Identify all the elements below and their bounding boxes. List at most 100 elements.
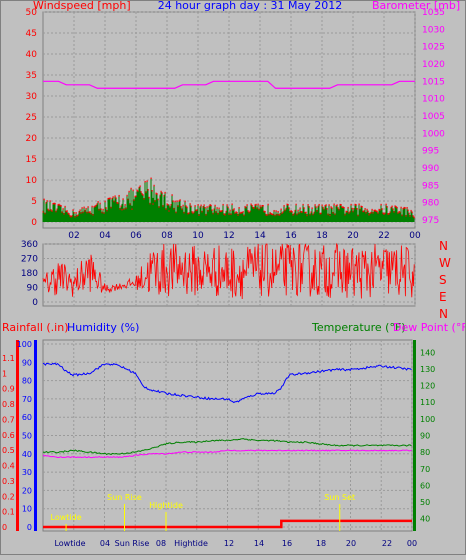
temperature-axis-bar bbox=[413, 340, 416, 531]
wind-gust-point bbox=[373, 209, 375, 212]
wind-gust-point bbox=[116, 201, 118, 204]
wind-gust-point bbox=[290, 210, 292, 212]
wind-gust-point bbox=[236, 212, 238, 214]
lower-time-tick-label: Lowtide bbox=[54, 539, 85, 548]
wind-gust-point bbox=[259, 205, 261, 207]
barometer-series-line bbox=[43, 80, 415, 89]
wind-gust-point bbox=[167, 204, 169, 206]
wind-gust-point bbox=[309, 213, 311, 216]
rainfall-tick-label: 0.4 bbox=[2, 462, 15, 471]
wind-gust-point bbox=[256, 207, 258, 210]
wind-gust-point bbox=[102, 208, 104, 211]
wind-gust-point bbox=[254, 204, 256, 206]
wind-gust-point bbox=[140, 191, 142, 193]
wind-gust-point bbox=[391, 205, 393, 208]
wind-gust-point bbox=[239, 212, 241, 215]
wind-gust-point bbox=[52, 202, 54, 205]
wind-gust-point bbox=[394, 205, 396, 207]
wind-gust-point bbox=[204, 207, 206, 209]
wind-gust-point bbox=[103, 212, 105, 214]
barometer-tick-label: 1010 bbox=[422, 95, 445, 105]
wind-direction-series-line bbox=[42, 242, 415, 300]
lower-time-tick-label: 04 bbox=[100, 539, 110, 548]
wind-gust-point bbox=[242, 211, 244, 213]
wind-gust-point bbox=[329, 214, 331, 217]
wind-gust-point bbox=[244, 205, 246, 208]
wind-gust-point bbox=[81, 207, 83, 209]
barometer-tick-label: 1005 bbox=[422, 112, 445, 122]
wind-gust-point bbox=[316, 210, 318, 212]
wind-gust-point bbox=[280, 208, 282, 211]
wind-gust-point bbox=[138, 186, 140, 189]
wind-gust-point bbox=[315, 206, 317, 208]
wind-gust-point bbox=[189, 203, 191, 205]
wind-gust-point bbox=[340, 204, 342, 206]
direction-tick-label: 90 bbox=[27, 284, 39, 294]
humidity-tick-label: 80 bbox=[22, 377, 32, 386]
wind-gust-point bbox=[283, 205, 285, 207]
wind-gust-point bbox=[247, 210, 249, 212]
wind-gust-point bbox=[222, 203, 224, 206]
wind-gust-point bbox=[225, 210, 227, 213]
wind-gust-point bbox=[305, 211, 307, 214]
wind-gust-point bbox=[270, 213, 272, 215]
wind-gust-point bbox=[70, 215, 72, 218]
wind-gust-point bbox=[192, 212, 194, 215]
wind-gust-point bbox=[284, 209, 286, 212]
wind-gust-point bbox=[111, 197, 113, 200]
wind-gust-point bbox=[175, 211, 177, 214]
wind-gust-point bbox=[374, 209, 376, 212]
wind-gust-point bbox=[117, 202, 119, 205]
wind-gust-point bbox=[322, 206, 324, 209]
wind-gust-point bbox=[263, 210, 265, 213]
windspeed-tick-label: 5 bbox=[31, 197, 37, 207]
wind-gust-point bbox=[215, 211, 217, 213]
temperature-tick-label: 100 bbox=[420, 415, 435, 424]
wind-gust-point bbox=[112, 196, 114, 198]
wind-gust-point bbox=[95, 204, 97, 207]
wind-gust-point bbox=[349, 210, 351, 213]
wind-gust-point bbox=[277, 211, 279, 213]
wind-gust-point bbox=[145, 191, 147, 193]
wind-gust-point bbox=[120, 205, 122, 208]
wind-gust-point bbox=[355, 204, 357, 206]
wind-gust-point bbox=[163, 194, 165, 197]
compass-letter: W bbox=[439, 256, 451, 270]
wind-gust-point bbox=[321, 204, 323, 207]
wind-gust-point bbox=[352, 210, 354, 213]
wind-gust-point bbox=[251, 204, 253, 207]
wind-gust-point bbox=[123, 208, 125, 210]
wind-gust-point bbox=[153, 184, 155, 187]
wind-gust-point bbox=[160, 190, 162, 193]
wind-gust-point bbox=[308, 206, 310, 208]
wind-gust-point bbox=[158, 206, 160, 208]
wind-gust-point bbox=[267, 203, 269, 206]
wind-gust-point bbox=[124, 204, 126, 206]
wind-gust-point bbox=[150, 177, 152, 180]
wind-gust-point bbox=[231, 203, 233, 206]
wind-gust-point bbox=[223, 213, 225, 215]
wind-gust-point bbox=[372, 212, 374, 214]
rainfall-tick-label: 0.9 bbox=[2, 385, 15, 394]
wind-gust-point bbox=[234, 212, 236, 214]
wind-gust-point bbox=[318, 203, 320, 206]
wind-gust-point bbox=[375, 210, 377, 212]
wind-gust-point bbox=[301, 211, 303, 213]
wind-gust-point bbox=[297, 209, 299, 212]
rainfall-tick-label: 0.2 bbox=[2, 492, 15, 501]
wind-gust-point bbox=[310, 211, 312, 214]
wind-gust-point bbox=[341, 206, 343, 209]
wind-gust-point bbox=[57, 204, 59, 206]
barometer-tick-label: 1015 bbox=[422, 77, 445, 87]
wind-gust-point bbox=[149, 202, 151, 205]
temperature-tick-label: 120 bbox=[420, 382, 435, 391]
rainfall-tick-label: 0.8 bbox=[2, 400, 15, 409]
dew-point-series-line bbox=[42, 449, 412, 459]
wind-gust-point bbox=[139, 185, 141, 188]
graph-title: 24 hour graph day : 31 May 2012 bbox=[158, 0, 343, 12]
wind-gust-point bbox=[186, 206, 188, 209]
wind-gust-point bbox=[306, 214, 308, 217]
wind-gust-point bbox=[257, 203, 259, 206]
wind-gust-point bbox=[188, 212, 190, 214]
